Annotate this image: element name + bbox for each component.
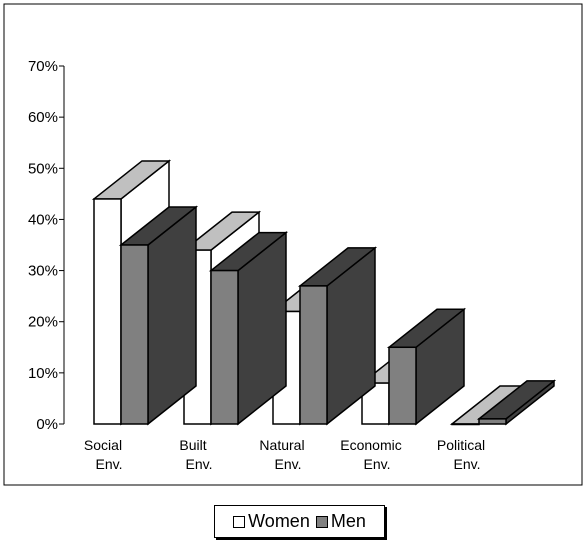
- legend-swatch-women: [233, 515, 246, 528]
- bar-front-face: [451, 423, 480, 426]
- legend-swatch-men: [315, 515, 328, 528]
- y-tick-label: 10%: [28, 365, 58, 382]
- y-tick-label: 50%: [28, 160, 58, 177]
- category-label: Env.: [454, 456, 481, 472]
- category-label: Env.: [96, 456, 123, 472]
- category-label: Env.: [364, 456, 391, 472]
- category-label: Built: [179, 437, 206, 453]
- bar-front-face: [388, 346, 417, 425]
- category-label: Natural: [259, 437, 304, 453]
- bar-men: [208, 231, 289, 426]
- bar-men: [476, 379, 557, 426]
- category-label: Social: [84, 437, 122, 453]
- y-tick-label: 40%: [28, 211, 58, 228]
- category-label: Env.: [275, 456, 302, 472]
- bar-front-face: [120, 244, 149, 425]
- bar-front-face: [210, 269, 239, 425]
- bar-men: [297, 246, 378, 426]
- y-tick-label: 60%: [28, 109, 58, 126]
- legend: Women Men: [214, 505, 385, 538]
- category-label: Political: [437, 437, 485, 453]
- y-tick-label: 0%: [36, 416, 58, 433]
- bar-front-face: [478, 418, 507, 425]
- bar-chart: 0% 10% 20% 30% 40% 50% 60% 70% Social Env. Built En…: [3, 3, 583, 486]
- bar-front-face: [93, 198, 122, 425]
- bar-front-face: [299, 285, 328, 425]
- legend-item-women: Women: [233, 511, 310, 532]
- bar-men: [118, 205, 199, 426]
- y-tick-label: 70%: [28, 58, 58, 75]
- legend-label-women: Women: [248, 511, 310, 531]
- category-label: Env.: [186, 456, 213, 472]
- legend-item-men: Men: [315, 511, 366, 532]
- category-label: Economic: [340, 437, 401, 453]
- legend-label-men: Men: [330, 511, 366, 531]
- bar-men: [386, 307, 467, 426]
- y-tick-label: 20%: [28, 314, 58, 331]
- y-tick-label: 30%: [28, 263, 58, 280]
